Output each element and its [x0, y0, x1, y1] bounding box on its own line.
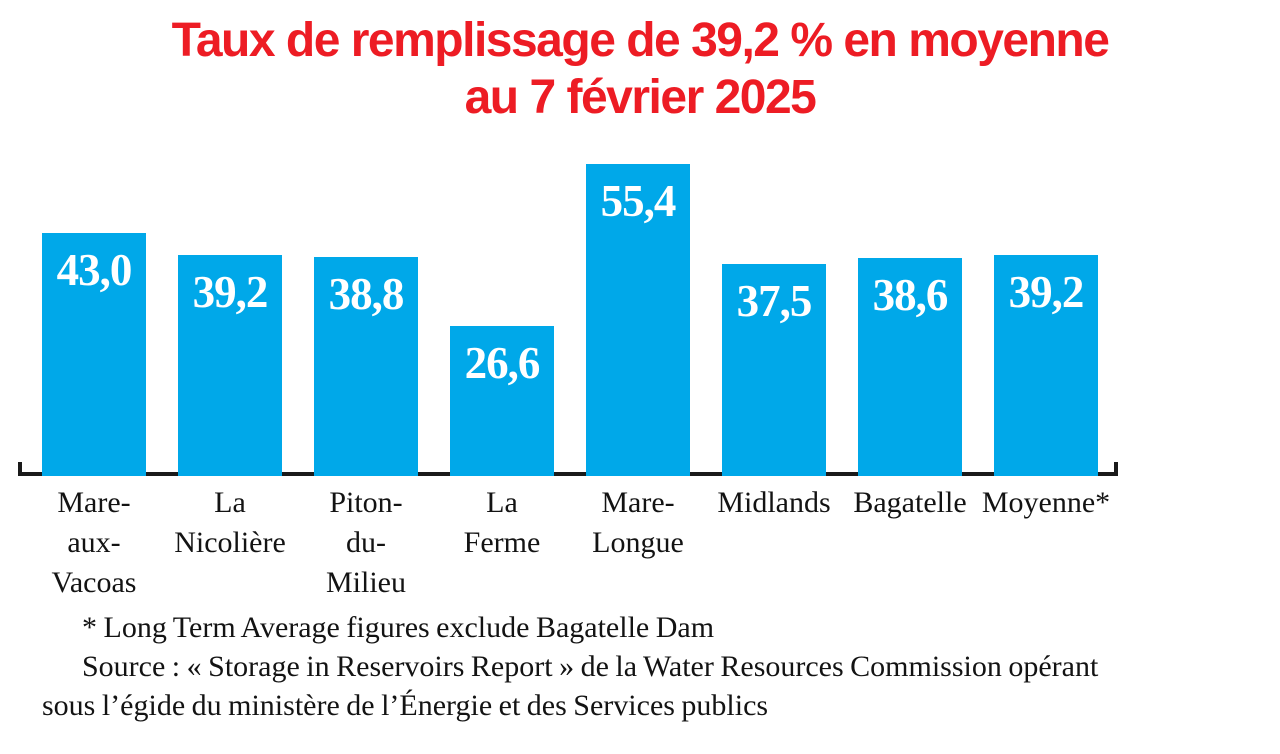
bar-value-label-piton-du-milieu: 38,8 — [328, 269, 405, 319]
x-axis-label-la-ferme: La Ferme — [463, 486, 541, 559]
bar-value-label-bagatelle: 38,6 — [872, 270, 949, 320]
bar-la-nicoli-re: 39,2 — [178, 255, 282, 476]
bar-value-label-moyenne: 39,2 — [1008, 267, 1085, 317]
x-axis-line — [18, 472, 1118, 476]
bar-moyenne: 39,2 — [994, 255, 1098, 476]
bar-bagatelle: 38,6 — [858, 258, 962, 476]
chart-title-line-2: au 7 février 2025 — [464, 71, 817, 124]
x-axis-left-tick — [18, 462, 22, 476]
footnotes: * Long Term Average figures exclude Baga… — [42, 608, 1134, 725]
chart-title-line-1: Taux de remplissage de 39,2 % en moyenne — [171, 14, 1110, 67]
bar-midlands: 37,5 — [722, 264, 826, 476]
bar-piton-du-milieu: 38,8 — [314, 257, 418, 476]
footnote-long-term-average: * Long Term Average figures exclude Baga… — [82, 611, 715, 644]
x-axis-label-midlands: Midlands — [717, 486, 831, 519]
x-axis-label-piton-du-milieu: Piton- du- Milieu — [326, 486, 406, 599]
x-axis-label-bagatelle: Bagatelle — [853, 486, 967, 519]
bar-mare-aux-vacoas: 43,0 — [42, 233, 146, 476]
bar-value-label-mare-aux-vacoas: 43,0 — [56, 245, 133, 295]
bar-value-label-mare-longue: 55,4 — [600, 176, 677, 226]
bar-value-label-la-nicoli-re: 39,2 — [192, 267, 269, 317]
bar-la-ferme: 26,6 — [450, 326, 554, 476]
bar-mare-longue: 55,4 — [586, 164, 690, 476]
bar-value-label-la-ferme: 26,6 — [464, 338, 541, 388]
footnote-source: Source : « Storage in Reservoirs Report … — [42, 650, 1099, 722]
x-axis-label-la-nicoli-re: La Nicolière — [174, 486, 286, 559]
x-axis-label-moyenne: Moyenne* — [981, 486, 1111, 519]
bar-value-label-midlands: 37,5 — [736, 276, 813, 326]
chart-title: Taux de remplissage de 39,2 % en moyenne… — [0, 12, 1280, 126]
x-axis-right-tick — [1114, 462, 1118, 476]
x-axis-label-mare-longue: Mare- Longue — [592, 486, 684, 559]
x-axis-label-mare-aux-vacoas: Mare- aux- Vacoas — [51, 486, 137, 599]
